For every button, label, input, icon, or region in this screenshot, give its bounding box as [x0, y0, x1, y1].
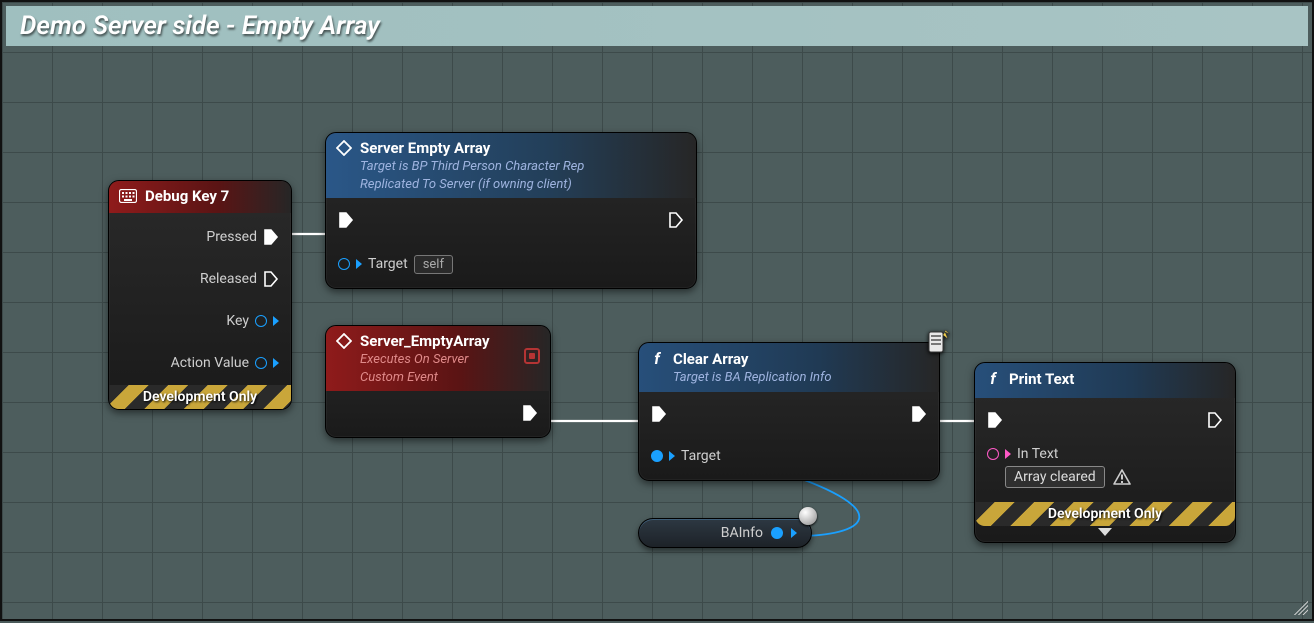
expand-chevron-icon[interactable]: [1098, 528, 1112, 536]
event-icon: [336, 140, 352, 156]
node-subtitle: Custom Event: [360, 370, 538, 386]
text-input-field[interactable]: Array cleared: [1005, 466, 1105, 488]
variable-name: BAInfo: [721, 525, 763, 541]
node-title: Server_EmptyArray: [360, 332, 490, 350]
data-out-pin[interactable]: [255, 315, 267, 327]
resize-grip-icon[interactable]: [1290, 597, 1308, 615]
development-only-badge: Development Only: [975, 502, 1235, 526]
node-header[interactable]: Debug Key 7: [109, 181, 291, 213]
pin-label: Target: [368, 256, 408, 272]
exec-out-pin[interactable]: [263, 270, 279, 288]
node-title: Server Empty Array: [360, 139, 490, 157]
node-print-text[interactable]: f Print Text In Text Array: [974, 362, 1236, 543]
variable-orb-icon: [799, 507, 817, 525]
node-subtitle: Target is BA Replication Info: [673, 370, 927, 386]
node-title: Print Text: [1009, 370, 1074, 388]
self-badge[interactable]: self: [414, 255, 453, 274]
pin-label: In Text: [1017, 446, 1058, 462]
exec-in-pin[interactable]: [987, 411, 1003, 429]
pin-label: Key: [226, 313, 249, 329]
exec-out-pin[interactable]: [911, 405, 927, 423]
node-title: Debug Key 7: [145, 187, 229, 205]
node-subtitle: Executes On Server: [360, 352, 538, 368]
pin-label: Action Value: [171, 355, 249, 371]
comment-title: Demo Server side - Empty Array: [20, 11, 380, 41]
exec-out-pin[interactable]: [522, 404, 538, 422]
exec-out-pin[interactable]: [1207, 411, 1223, 429]
data-in-pin[interactable]: [987, 448, 999, 460]
data-in-pin[interactable]: [338, 258, 350, 270]
server-icon: [923, 327, 953, 361]
pin-arrow-icon: [791, 528, 797, 538]
pin-arrow-icon: [273, 358, 279, 368]
node-server-empty-array[interactable]: Server Empty Array Target is BP Third Pe…: [325, 132, 697, 289]
node-subtitle: Target is BP Third Person Character Rep: [360, 159, 684, 175]
node-debug-key[interactable]: Debug Key 7 Pressed Released Key: [108, 180, 292, 410]
data-out-pin[interactable]: [255, 357, 267, 369]
function-icon: f: [985, 369, 1001, 388]
development-only-badge: Development Only: [109, 385, 291, 409]
blueprint-canvas[interactable]: Demo Server side - Empty Array Debug Key…: [0, 0, 1314, 621]
pin-label: Released: [200, 271, 257, 287]
pin-label: Pressed: [206, 229, 257, 245]
data-in-pin[interactable]: [651, 450, 663, 462]
node-subtitle: Replicated To Server (if owning client): [360, 177, 684, 193]
footer-label: Development Only: [143, 389, 257, 405]
node-clear-array[interactable]: f Clear Array Target is BA Replication I…: [638, 342, 940, 481]
function-icon: f: [649, 349, 665, 368]
footer-label: Development Only: [1048, 506, 1162, 522]
exec-out-pin[interactable]: [668, 211, 684, 229]
node-header[interactable]: f Clear Array Target is BA Replication I…: [639, 343, 939, 392]
pin-arrow-icon: [1005, 449, 1011, 459]
pin-arrow-icon: [669, 451, 675, 461]
node-header[interactable]: Server_EmptyArray Executes On Server Cus…: [326, 326, 550, 391]
exec-out-pin[interactable]: [263, 228, 279, 246]
pin-label: Target: [681, 448, 721, 464]
warning-icon: [1113, 469, 1131, 485]
keyboard-icon: [119, 189, 137, 203]
node-header[interactable]: Server Empty Array Target is BP Third Pe…: [326, 133, 696, 198]
variable-node-bainfo[interactable]: BAInfo: [638, 518, 812, 548]
data-out-pin[interactable]: [771, 527, 783, 539]
exec-in-pin[interactable]: [651, 405, 667, 423]
event-icon: [336, 333, 352, 349]
pin-arrow-icon: [273, 316, 279, 326]
node-title: Clear Array: [673, 350, 748, 368]
replication-badge-icon: [524, 348, 540, 364]
node-custom-event[interactable]: Server_EmptyArray Executes On Server Cus…: [325, 325, 551, 438]
pin-arrow-icon: [356, 259, 362, 269]
comment-title-bar[interactable]: Demo Server side - Empty Array: [6, 6, 1308, 46]
node-header[interactable]: f Print Text: [975, 363, 1235, 398]
exec-in-pin[interactable]: [338, 211, 354, 229]
